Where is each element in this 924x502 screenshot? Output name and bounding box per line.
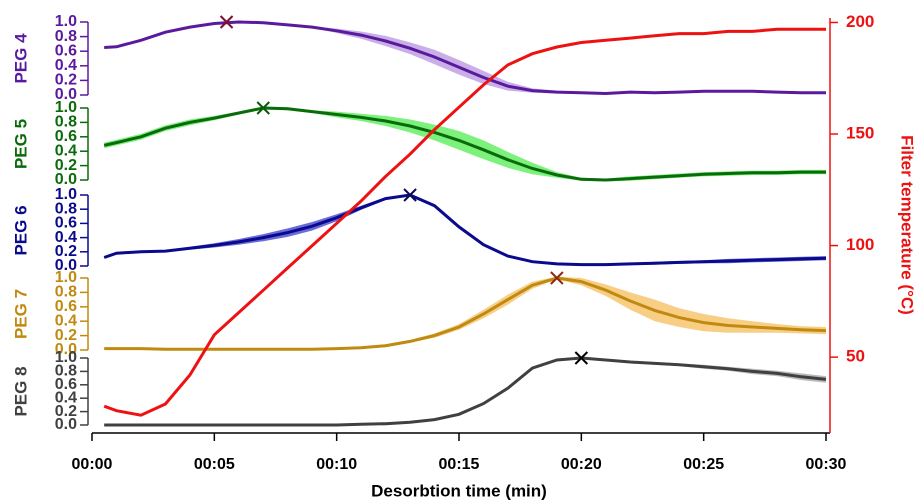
y-axis-title: PEG 4 <box>11 33 30 84</box>
y-tick-label: 1.0 <box>55 349 77 366</box>
y-tick-label: 0.4 <box>55 389 77 406</box>
y-tick-label: 0.2 <box>55 403 77 420</box>
bands <box>104 21 826 426</box>
y-tick-label: 0.8 <box>55 28 77 45</box>
y-tick-label: 0.8 <box>55 200 77 217</box>
y2-axis-title: Filter temperature (°C) <box>898 135 917 315</box>
y-tick-label: 0.4 <box>55 57 77 74</box>
y2-tick-label: 200 <box>846 12 874 31</box>
y-axis-title: PEG 7 <box>11 289 30 339</box>
y-tick-label: 1.0 <box>55 186 77 203</box>
y-tick-label: 0.0 <box>55 257 77 274</box>
series-line <box>103 193 827 267</box>
x-tick-label: 00:30 <box>806 456 847 473</box>
y-tick-label: 0.4 <box>55 142 77 159</box>
y-tick-label: 0.8 <box>55 363 77 380</box>
peak-marker <box>219 15 234 29</box>
y-tick-label: 0.8 <box>55 114 77 131</box>
y-axis-title: PEG 6 <box>11 205 30 255</box>
y2-tick-label: 50 <box>846 347 865 366</box>
y-tick-label: 0.4 <box>55 229 77 246</box>
y2-tick-label: 100 <box>846 235 874 254</box>
y-tick-label: 0.6 <box>55 376 77 393</box>
error-band <box>104 194 826 266</box>
y-tick-label: 0.6 <box>55 42 77 59</box>
series-line <box>104 20 826 96</box>
series-line <box>104 356 827 427</box>
peak-marker <box>574 351 589 365</box>
y-axis-title: PEG 8 <box>11 366 30 416</box>
y-tick-label: 0.0 <box>55 171 77 188</box>
x-tick-label: 00:05 <box>194 456 235 473</box>
series-line <box>103 106 826 182</box>
x-tick-label: 00:20 <box>561 456 602 473</box>
y-tick-label: 0.2 <box>55 243 77 260</box>
markers <box>219 15 589 365</box>
peak-marker <box>256 101 270 115</box>
peak-marker <box>403 188 417 202</box>
series-line <box>104 276 827 351</box>
y-tick-label: 0.6 <box>55 215 77 232</box>
y-tick-label: 1.0 <box>55 269 77 286</box>
y-tick-label: 0.2 <box>55 327 77 344</box>
error-band <box>104 276 826 350</box>
x-axis-title: Desorbtion time (min) <box>371 481 547 500</box>
y-tick-label: 1.0 <box>55 13 77 30</box>
x-tick-label: 00:25 <box>683 456 724 473</box>
peak-marker <box>550 271 564 285</box>
y-tick-label: 0.4 <box>55 312 77 329</box>
y-tick-label: 0.2 <box>55 157 77 174</box>
y2-tick-label: 150 <box>846 124 874 143</box>
y-tick-label: 0.2 <box>55 72 77 89</box>
y-tick-label: 0.6 <box>55 298 77 315</box>
temperature-line <box>103 27 826 417</box>
x-tick-label: 00:10 <box>316 456 357 473</box>
y-axis-title: PEG 5 <box>11 119 30 169</box>
y-tick-label: 0.8 <box>55 284 77 301</box>
x-tick-label: 00:15 <box>439 456 480 473</box>
y-tick-label: 0.0 <box>55 416 77 433</box>
y-tick-label: 0.0 <box>55 86 77 103</box>
lines <box>103 20 827 427</box>
y-tick-label: 0.6 <box>55 128 77 145</box>
y-tick-label: 0.0 <box>55 341 77 358</box>
x-tick-label: 00:00 <box>72 456 113 473</box>
y-tick-label: 1.0 <box>55 99 77 116</box>
